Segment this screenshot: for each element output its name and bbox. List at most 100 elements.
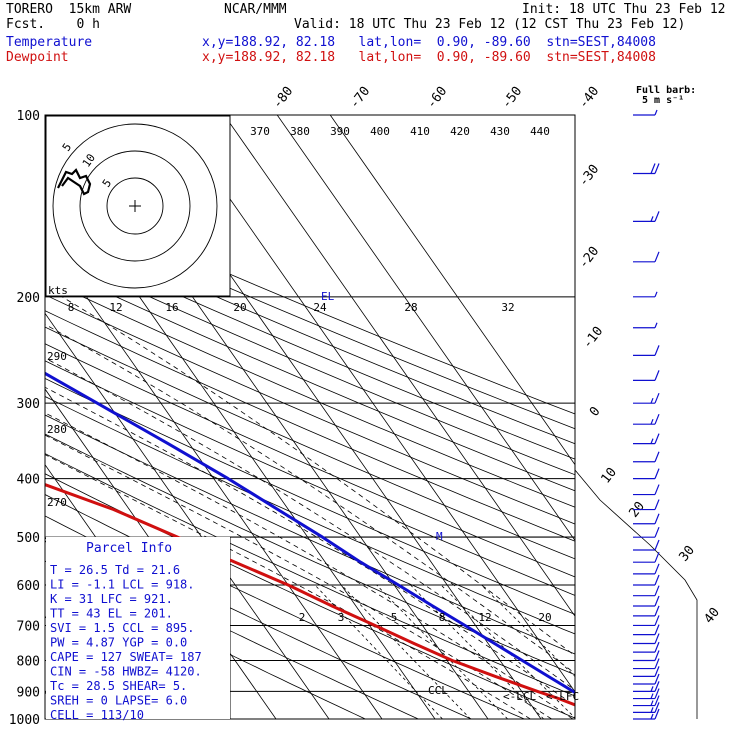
wind-barb-300	[633, 392, 660, 404]
isotherm-50	[329, 115, 575, 466]
parcel-info-row-9: SREH = 0 LAPSE= 6.0	[50, 694, 187, 708]
wind-barb-500	[633, 526, 660, 538]
theta-label-400: 400	[370, 125, 390, 138]
wind-barb-600	[633, 574, 660, 586]
dry-adiabat-330	[45, 396, 575, 635]
moist-adiabat-20	[45, 386, 575, 707]
temperature-tick--10: -10	[580, 324, 606, 352]
moist-label-32: 32	[501, 301, 514, 314]
mixing-ratio-5	[376, 584, 508, 719]
dry-adiabat-300	[45, 453, 575, 697]
pressure-label-200: 200	[17, 291, 40, 306]
theta-label-390: 390	[330, 125, 350, 138]
dry-adiabat-290	[45, 473, 575, 719]
parcel-info-row-2: K = 31 LFC = 921.	[50, 592, 173, 606]
parcel-info-row-7: CIN = -58 HWBZ= 4120.	[50, 665, 202, 679]
left-theta-label-270: 270	[47, 496, 67, 509]
wind-barb-825	[633, 658, 660, 670]
moist-label-16: 16	[165, 301, 178, 314]
parcel-info-box	[46, 537, 230, 719]
wind-barb-350	[633, 433, 660, 445]
theta-label-410: 410	[410, 125, 430, 138]
dry-adiabat-450	[45, 205, 575, 430]
wind-barb-775	[633, 641, 660, 653]
dry-adiabat-310	[45, 433, 575, 676]
wind-barb-925	[633, 688, 660, 700]
wind-barb-875	[633, 673, 660, 685]
dry-adiabat-350	[45, 360, 575, 596]
moist-adiabat-8	[45, 454, 531, 719]
dry-adiabat-430	[45, 234, 575, 460]
wind-barb-675	[633, 605, 660, 617]
el-annotation: EL	[321, 290, 335, 303]
wind-barb-400	[633, 468, 660, 480]
theta-label-370: 370	[250, 125, 270, 138]
parcel-info-row-1: LI = -1.1 LCL = 918.	[50, 578, 195, 592]
wind-barb-950	[633, 695, 660, 707]
init-time: Init: 18 UTC Thu 23 Feb 12	[522, 2, 726, 17]
temperature-tick--80: -80	[270, 84, 296, 112]
dewpoint-legend-info: x,y=188.92, 82.18 lat,lon= 0.90, -89.60 …	[202, 50, 656, 65]
temperature-tick--20: -20	[576, 244, 602, 272]
moist-label-20: 20	[233, 301, 246, 314]
wind-barb-100	[633, 109, 658, 116]
wind-barb-375	[633, 451, 660, 463]
isotherm-30	[223, 115, 575, 617]
dewpoint-legend-label: Dewpoint	[6, 50, 69, 65]
temperature-legend-info: x,y=188.92, 82.18 lat,lon= 0.90, -89.60 …	[202, 35, 656, 50]
hodograph-units: kts	[48, 284, 68, 297]
moist-label-8: 8	[68, 301, 75, 314]
dry-adiabat-390	[45, 294, 575, 525]
parcel-info-row-6: CAPE = 127 SWEAT= 187	[50, 650, 202, 664]
theta-label-440: 440	[530, 125, 550, 138]
wind-barb-200	[633, 291, 658, 298]
isotherm--90	[0, 115, 11, 719]
wind-barb-575	[633, 563, 660, 575]
mixing-ratio-12	[440, 584, 575, 719]
dry-adiabat-420	[45, 248, 575, 476]
wind-barb-275	[633, 370, 660, 381]
parcel-info-row-0: T = 26.5 Td = 21.6	[50, 563, 180, 577]
wind-barb-475	[633, 513, 660, 525]
m-annotation: M	[436, 530, 443, 543]
wind-barb-725	[633, 624, 660, 636]
dry-adiabat-460	[45, 192, 575, 415]
wind-panel-outline	[574, 469, 698, 719]
dry-adiabat-360	[45, 343, 575, 578]
dry-adiabat-410	[45, 263, 575, 492]
parcel-info-row-5: PW = 4.87 YGP = 0.0	[50, 636, 187, 650]
wind-barb-1000	[633, 708, 660, 720]
barb-legend-line1: Full barb:	[636, 85, 696, 96]
parcel-info-row-4: SVI = 1.5 CCL = 895.	[50, 621, 195, 635]
parcel-info-row-3: TT = 43 EL = 201.	[50, 607, 173, 621]
isotherm-20	[170, 115, 575, 693]
barb-legend-line2: 5 m s⁻¹	[642, 95, 684, 106]
temperature-legend-label: Temperature	[6, 35, 93, 50]
theta-label-380: 380	[290, 125, 310, 138]
hodograph-ring-label-middle: 10	[80, 151, 98, 169]
wind-barb-700	[633, 615, 660, 627]
wind-barb-425	[633, 484, 660, 496]
mixing-ratio-2	[314, 584, 443, 719]
plot-frame	[44, 114, 576, 720]
dry-adiabat-340	[45, 377, 575, 615]
lcl-annotation: <-LCL	[503, 690, 536, 703]
mixing-label-2: 2	[299, 611, 306, 624]
hodograph-ring-1	[79, 150, 191, 262]
center-name: NCAR/MMM	[224, 2, 287, 17]
wind-barb-225	[633, 322, 658, 329]
valid-time: Valid: 18 UTC Thu 23 Feb 12 (12 CST Thu …	[294, 17, 686, 32]
temperature-tick--70: -70	[347, 84, 373, 112]
hodograph-ring-0	[106, 177, 164, 235]
wind-barb-175	[633, 251, 660, 263]
mixing-label-12: 12	[478, 611, 491, 624]
dry-adiabat-400	[45, 278, 575, 508]
temperature-tick-0: 0	[587, 404, 604, 419]
theta-label-420: 420	[450, 125, 470, 138]
wind-barb-975	[633, 702, 660, 713]
wind-barb-650	[633, 595, 660, 607]
pressure-label-700: 700	[17, 619, 40, 634]
pressure-label-400: 400	[17, 473, 40, 488]
pressure-label-900: 900	[17, 685, 40, 700]
